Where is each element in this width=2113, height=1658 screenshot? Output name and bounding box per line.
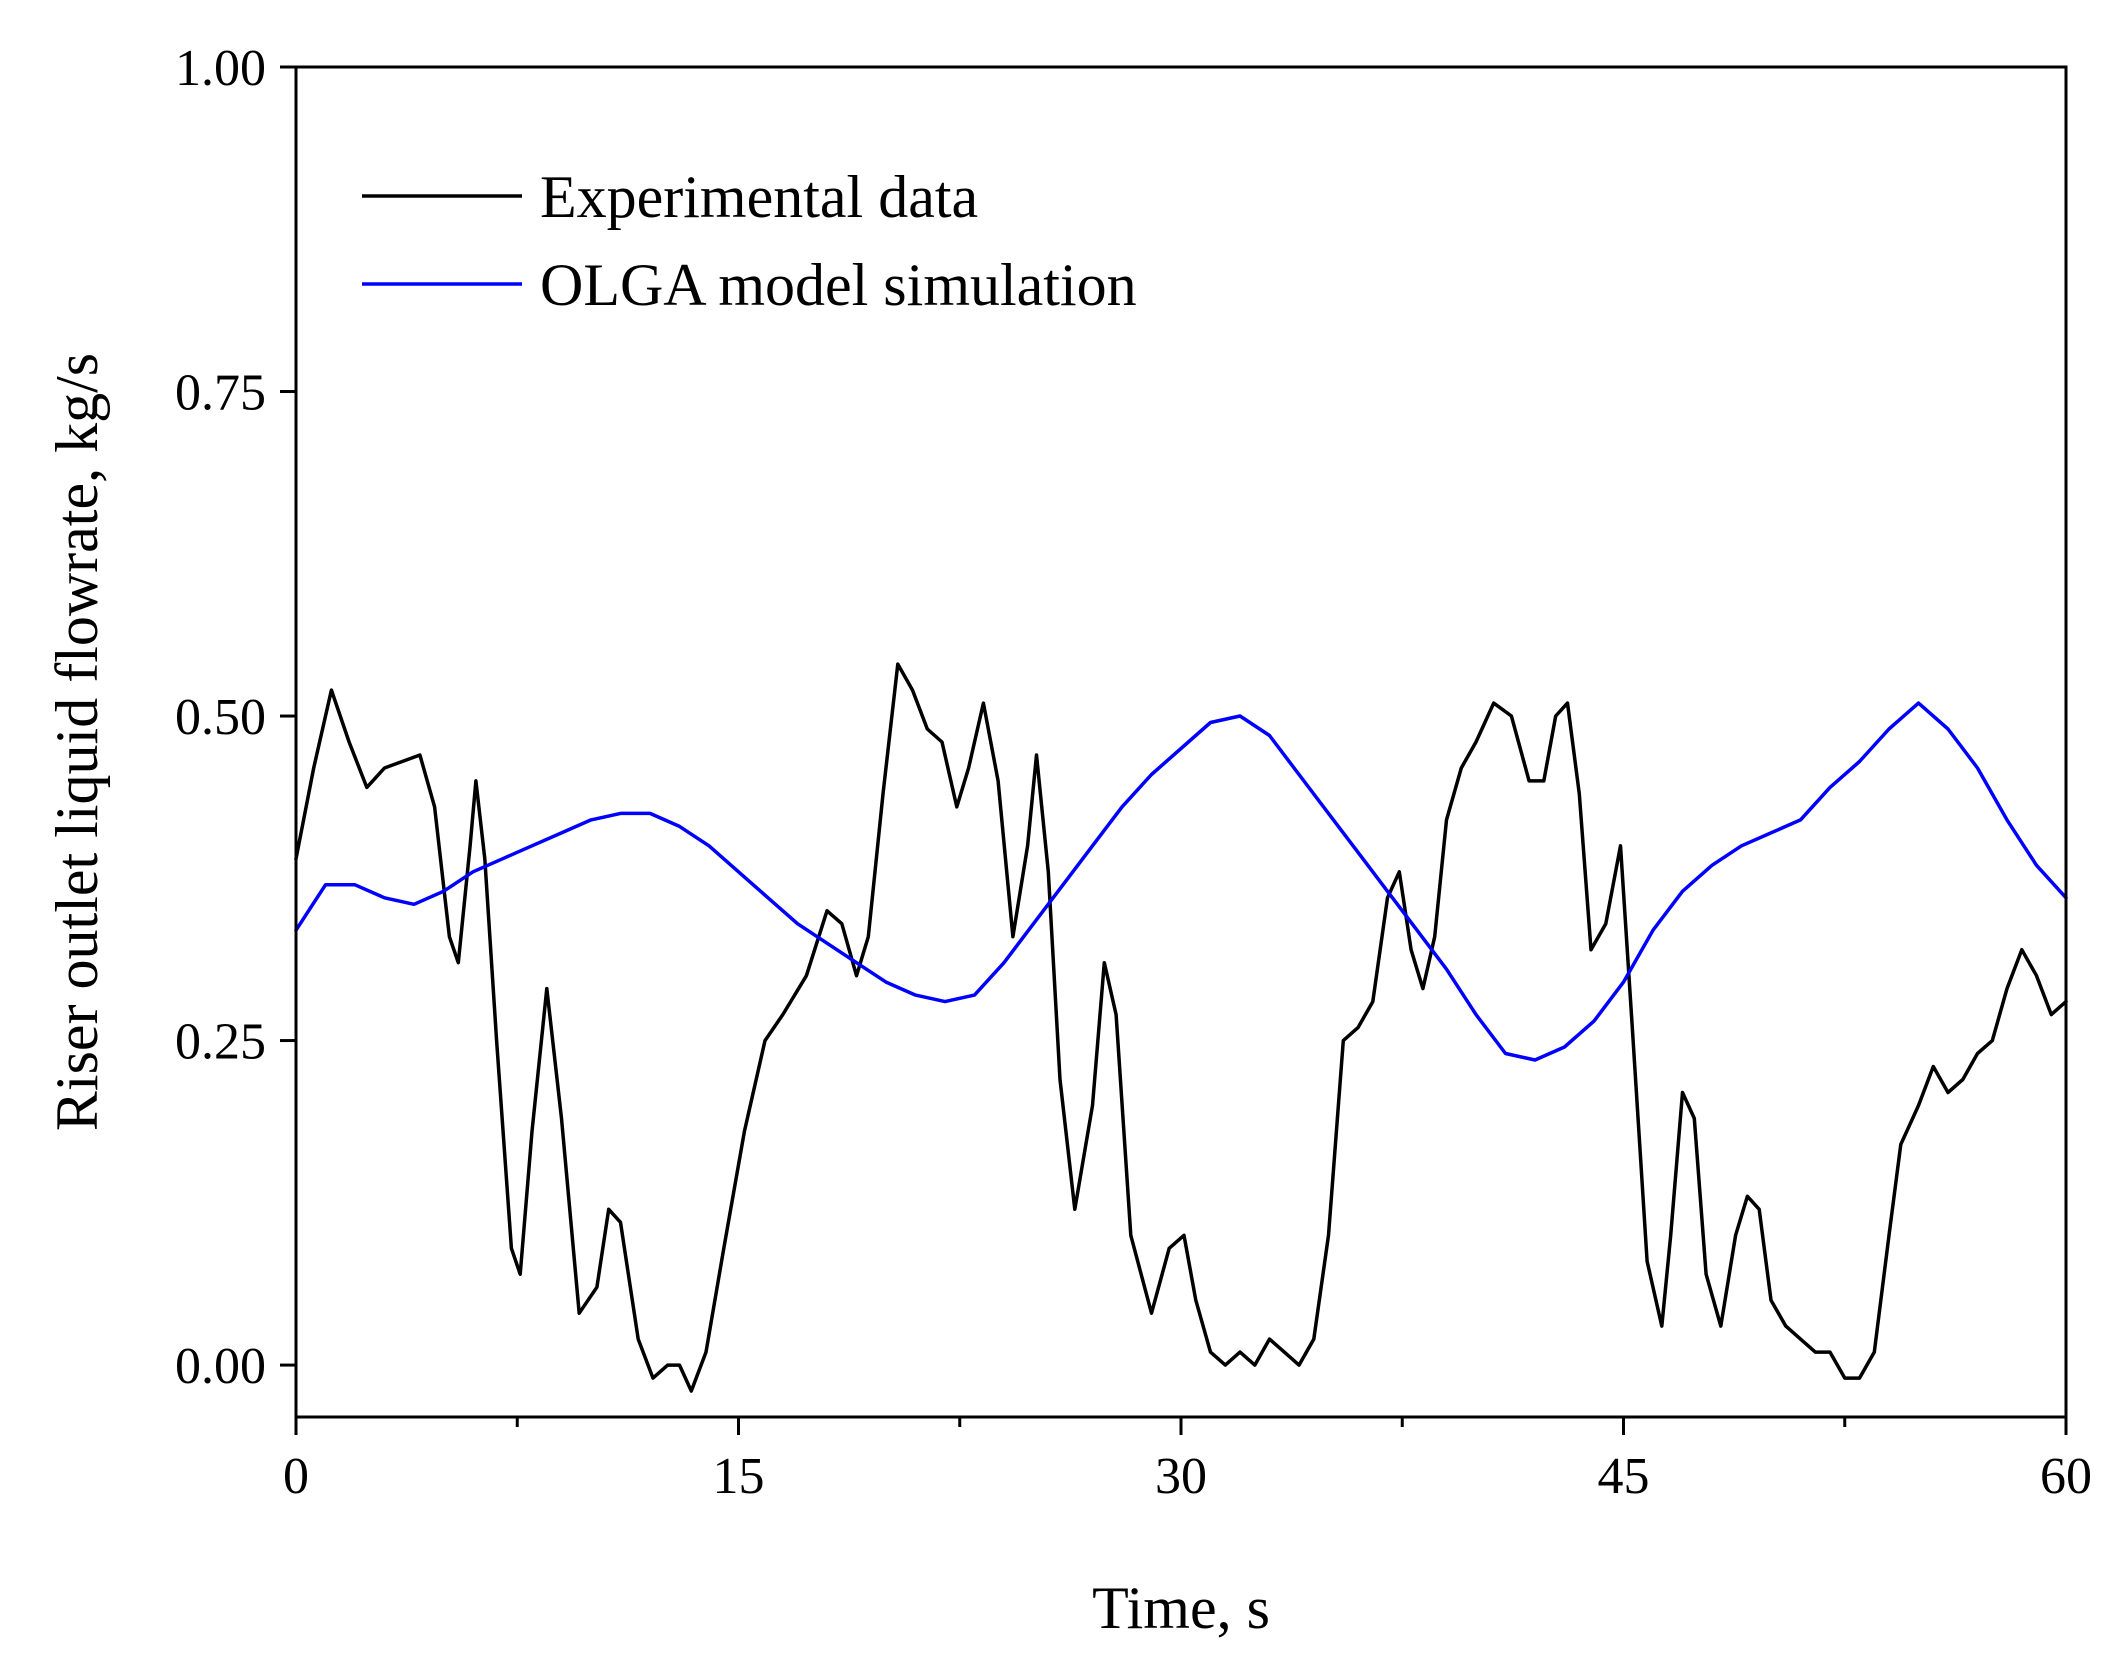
- y-tick-label: 0.00: [175, 1338, 266, 1395]
- x-axis-label: Time, s: [1092, 1575, 1270, 1641]
- y-tick-label: 1.00: [175, 40, 266, 97]
- x-tick-label: 60: [2040, 1448, 2092, 1505]
- y-tick-labels: 0.00 0.25 0.50 0.75 1.00: [175, 40, 266, 1395]
- y-tick-label: 0.75: [175, 365, 266, 422]
- axis-ticks: [280, 65, 2068, 1435]
- series-line-experimental: [294, 662, 2068, 1393]
- x-tick-label: 15: [713, 1448, 765, 1505]
- y-tick-label: 0.25: [175, 1014, 266, 1071]
- y-axis-label: Riser outlet liquid flowrate, kg/s: [44, 353, 110, 1131]
- x-tick-label: 0: [283, 1448, 309, 1505]
- legend: Experimental data OLGA model simulation: [362, 164, 1137, 318]
- legend-label-olga: OLGA model simulation: [540, 252, 1137, 318]
- plot-lines: [294, 662, 2068, 1393]
- x-tick-label: 45: [1598, 1448, 1650, 1505]
- series-line-olga: [294, 701, 2068, 1062]
- x-tick-label: 30: [1155, 1448, 1207, 1505]
- legend-label-experimental: Experimental data: [540, 164, 978, 230]
- y-tick-label: 0.50: [175, 689, 266, 746]
- x-tick-labels: 0 15 30 45 60: [283, 1448, 2092, 1505]
